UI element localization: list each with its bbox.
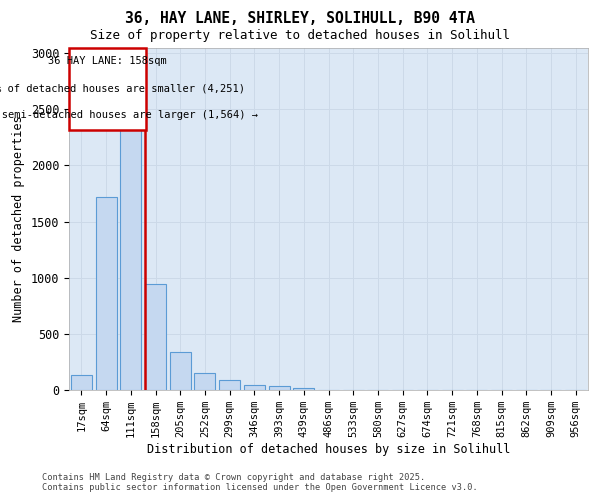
Text: 36, HAY LANE, SHIRLEY, SOLIHULL, B90 4TA: 36, HAY LANE, SHIRLEY, SOLIHULL, B90 4TA (125, 11, 475, 26)
Bar (194, 372, 215, 390)
Text: Contains HM Land Registry data © Crown copyright and database right 2025.
Contai: Contains HM Land Registry data © Crown c… (42, 473, 478, 492)
Bar (219, 380, 240, 390)
X-axis label: Distribution of detached houses by size in Solihull: Distribution of detached houses by size … (147, 443, 510, 456)
Bar (244, 385, 265, 390)
Bar (120, 122, 141, 390)
Bar (170, 352, 191, 390)
Bar (145, 284, 166, 390)
Text: 36 HAY LANE: 158sqm: 36 HAY LANE: 158sqm (48, 56, 167, 66)
Bar (293, 388, 314, 390)
FancyBboxPatch shape (69, 48, 146, 130)
Y-axis label: Number of detached properties: Number of detached properties (12, 116, 25, 322)
Text: Size of property relative to detached houses in Solihull: Size of property relative to detached ho… (90, 29, 510, 42)
Bar (269, 386, 290, 390)
Bar (71, 376, 92, 390)
Text: ← 73% of detached houses are smaller (4,251): ← 73% of detached houses are smaller (4,… (0, 84, 245, 94)
Text: 27% of semi-detached houses are larger (1,564) →: 27% of semi-detached houses are larger (… (0, 110, 257, 120)
Bar (95, 197, 116, 390)
